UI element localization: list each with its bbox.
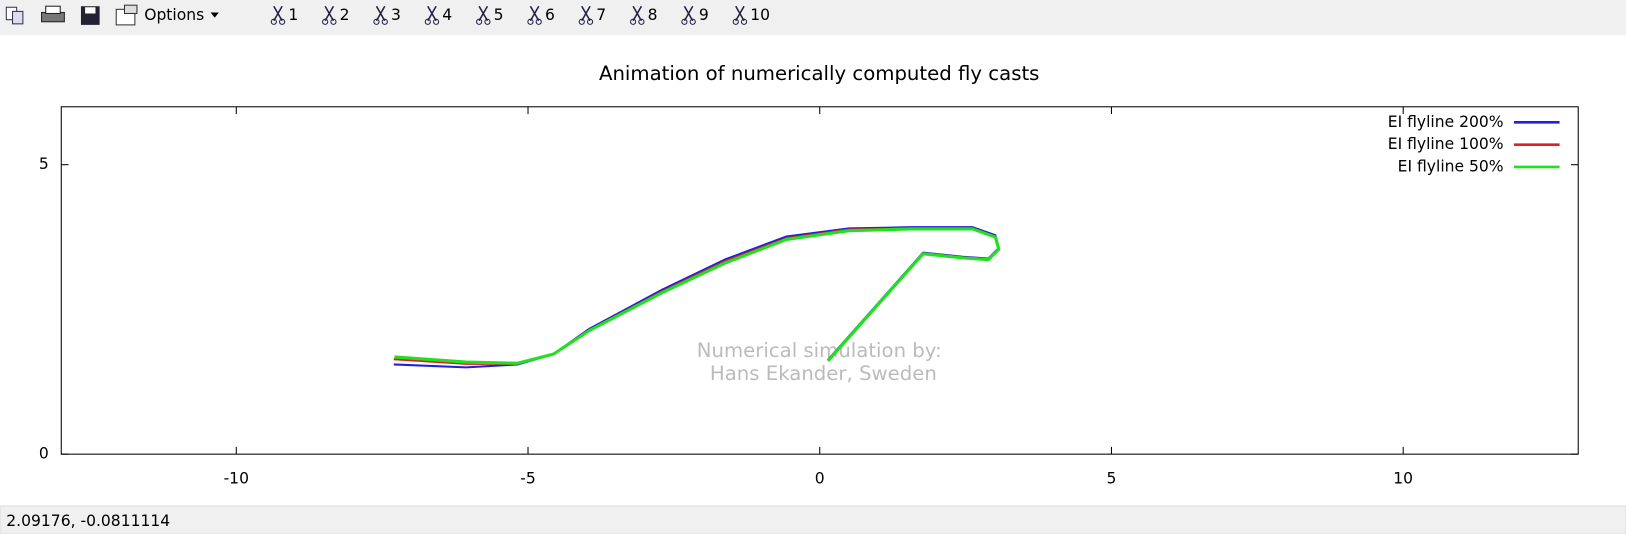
cut-button[interactable]: 9 [681, 5, 709, 25]
cut-button-label[interactable]: 8 [648, 6, 658, 24]
scissors-icon [689, 18, 696, 25]
scissors-icon [586, 18, 594, 25]
options-button[interactable]: Options [115, 4, 219, 26]
status-bar [0, 505, 1626, 534]
scissors-icon [527, 18, 534, 25]
scissors-icon [632, 5, 643, 22]
scissors-icon [629, 18, 637, 25]
cut-button-label[interactable]: 6 [545, 6, 555, 24]
x-tick-label: -5 [520, 470, 536, 488]
plot-window [0, 35, 1626, 507]
scissors-icon [427, 5, 437, 22]
cut-button-label[interactable]: 9 [699, 6, 709, 24]
cut-button[interactable]: 8 [629, 5, 658, 25]
scissors-icon [330, 18, 337, 25]
x-tick-label: -10 [224, 470, 249, 488]
scissors-icon [681, 18, 688, 25]
status-coordinates: 2.09176, -0.0811114 [6, 512, 170, 530]
annotation: Numerical simulation by: [697, 339, 942, 362]
legend-label: EI flyline 100% [1388, 135, 1504, 153]
cut-button-label[interactable]: 5 [494, 6, 504, 24]
y-tick-label: 0 [39, 445, 49, 463]
scissors-icon [638, 18, 645, 25]
cut-button-label[interactable]: 1 [288, 6, 298, 24]
cut-button-label[interactable]: 3 [391, 6, 401, 24]
scissors-icon [581, 5, 591, 22]
scissors-icon [322, 18, 329, 25]
cut-button[interactable]: 2 [322, 5, 350, 25]
scissors-icon [476, 18, 483, 25]
scissors-icon [578, 18, 585, 25]
legend-label: EI flyline 50% [1398, 157, 1504, 175]
scissors-icon [535, 18, 542, 25]
y-tick-label: 5 [39, 155, 49, 173]
options-label[interactable]: Options [144, 6, 204, 24]
toolbar [0, 0, 1626, 36]
scissors-icon [273, 5, 283, 22]
annotation: Hans Ekander, Sweden [710, 362, 937, 385]
print-button[interactable] [41, 5, 65, 23]
cut-button[interactable]: 3 [373, 5, 401, 25]
scissors-icon [424, 18, 431, 25]
scissors-icon [375, 5, 386, 22]
scissors-icon [732, 18, 739, 25]
cut-button[interactable]: 6 [527, 5, 555, 25]
x-tick-label: 5 [1107, 470, 1117, 488]
cut-button[interactable]: 4 [424, 5, 452, 25]
scissors-icon [324, 5, 335, 22]
cut-button[interactable]: 7 [578, 5, 606, 25]
cut-button-label[interactable]: 10 [750, 6, 770, 24]
toolbar-buttons: 1 2 3 4 5 6 7 8 9 10 [270, 5, 770, 25]
save-button[interactable] [80, 6, 100, 25]
legend-label: EI flyline 200% [1388, 113, 1504, 131]
cut-button-label[interactable]: 2 [340, 6, 350, 24]
scissors-icon [478, 5, 489, 22]
scissors-icon [683, 5, 694, 22]
scissors-icon [432, 18, 440, 25]
series-line [394, 227, 1001, 365]
x-tick-label: 0 [815, 470, 825, 488]
cut-button[interactable]: 10 [732, 5, 770, 25]
plot: -10 -5 0 5 10 0 5 EI flyline 200% EI flyline 100… [39, 106, 1579, 488]
scissors-icon [529, 5, 540, 22]
x-tick-label: 10 [1393, 470, 1413, 488]
scissors-icon [373, 18, 380, 25]
scissors-icon [279, 18, 286, 25]
cut-button-label[interactable]: 7 [596, 6, 606, 24]
cut-button-label[interactable]: 4 [442, 6, 452, 24]
scissors-icon [381, 18, 388, 25]
scissors-icon [484, 18, 491, 25]
chart-title: Animation of numerically computed fly ca… [599, 62, 1039, 85]
cut-button[interactable]: 1 [270, 5, 298, 25]
scissors-icon [270, 18, 277, 25]
scissors-icon [735, 5, 745, 22]
cut-button[interactable]: 5 [476, 5, 504, 25]
copy-button[interactable] [5, 6, 24, 25]
scissors-icon [740, 18, 748, 25]
